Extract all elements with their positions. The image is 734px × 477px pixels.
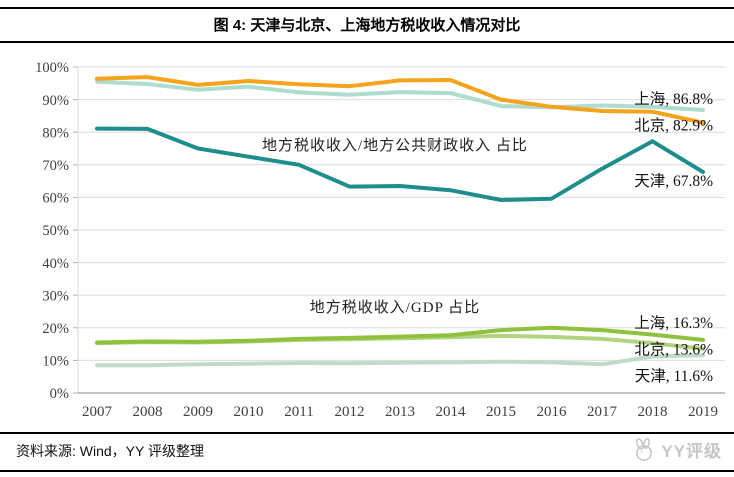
line-tianjin-tax-to-fiscal bbox=[95, 126, 705, 202]
y-axis-label: 50% bbox=[42, 223, 69, 239]
y-axis-label: 60% bbox=[42, 191, 69, 207]
gdp-ratio-annotation: 地方税收收入/GDP 占比 bbox=[310, 299, 480, 316]
x-axis-label: 2009 bbox=[183, 404, 213, 420]
line-chart: 0% 10% 20% 30% 40% 50% 60% 70% 80% 90% 100% 2007 200… bbox=[0, 50, 734, 428]
y-axis-label: 90% bbox=[42, 93, 69, 109]
yy-rating-logo-text: YY评级 bbox=[661, 442, 722, 461]
x-axis-label: 2008 bbox=[133, 404, 163, 420]
line-tianjin-tax-to-gdp bbox=[95, 353, 705, 368]
top-rule bbox=[0, 7, 734, 9]
series-label-shanghai-tax-to-gdp: 上海, 16.3% bbox=[634, 314, 713, 332]
chart-title: 图 4: 天津与北京、上海地方税收收入情况对比 bbox=[213, 17, 521, 34]
x-axis-label: 2018 bbox=[638, 404, 668, 420]
y-axis-label: 100% bbox=[35, 60, 69, 76]
x-axis-label: 2012 bbox=[335, 404, 365, 420]
rabbit-logo-icon bbox=[636, 437, 653, 461]
y-axis-label: 10% bbox=[42, 354, 69, 370]
chart-canvas: 0% 10% 20% 30% 40% 50% 60% 70% 80% 90% 100% 2007 200… bbox=[35, 60, 725, 420]
series-label-tianjin-tax-to-fiscal: 天津, 67.8% bbox=[634, 172, 713, 190]
x-axis-label: 2014 bbox=[436, 404, 467, 420]
footer-divider bbox=[0, 432, 734, 434]
fiscal-ratio-annotation: 地方税收收入/地方公共财政收入 占比 bbox=[262, 137, 528, 154]
title-divider bbox=[0, 41, 734, 43]
yy-rating-logo: YY评级 bbox=[631, 437, 722, 462]
x-axis-label: 2017 bbox=[587, 404, 618, 420]
series-label-shanghai-tax-to-fiscal: 上海, 86.8% bbox=[634, 90, 713, 108]
series-label-beijing-tax-to-gdp: 北京, 13.6% bbox=[634, 341, 713, 359]
x-axis-label: 2013 bbox=[385, 404, 415, 420]
x-axis-label: 2011 bbox=[284, 404, 313, 420]
source-note: 资料来源: Wind，YY 评级整理 bbox=[16, 443, 204, 459]
x-axis-label: 2007 bbox=[82, 404, 113, 420]
x-axis-label: 2019 bbox=[688, 404, 718, 420]
line-shanghai-tax-to-gdp bbox=[95, 325, 705, 345]
line-beijing-tax-to-fiscal bbox=[95, 75, 705, 125]
x-axis-label: 2010 bbox=[234, 404, 264, 420]
y-axis-label: 20% bbox=[42, 321, 69, 337]
y-axis-label: 30% bbox=[42, 288, 69, 304]
line-shanghai-tax-to-fiscal bbox=[95, 79, 705, 112]
y-axis-label: 40% bbox=[42, 256, 69, 272]
x-axis-label: 2016 bbox=[537, 404, 568, 420]
y-axis-label: 0% bbox=[50, 386, 69, 402]
series-label-beijing-tax-to-fiscal: 北京, 82.9% bbox=[634, 117, 713, 135]
x-axis-label: 2015 bbox=[486, 404, 516, 420]
y-axis-label: 70% bbox=[42, 158, 69, 174]
bottom-rule bbox=[0, 470, 734, 472]
y-axis-label: 80% bbox=[42, 125, 69, 141]
series-label-tianjin-tax-to-gdp: 天津, 11.6% bbox=[635, 367, 713, 385]
